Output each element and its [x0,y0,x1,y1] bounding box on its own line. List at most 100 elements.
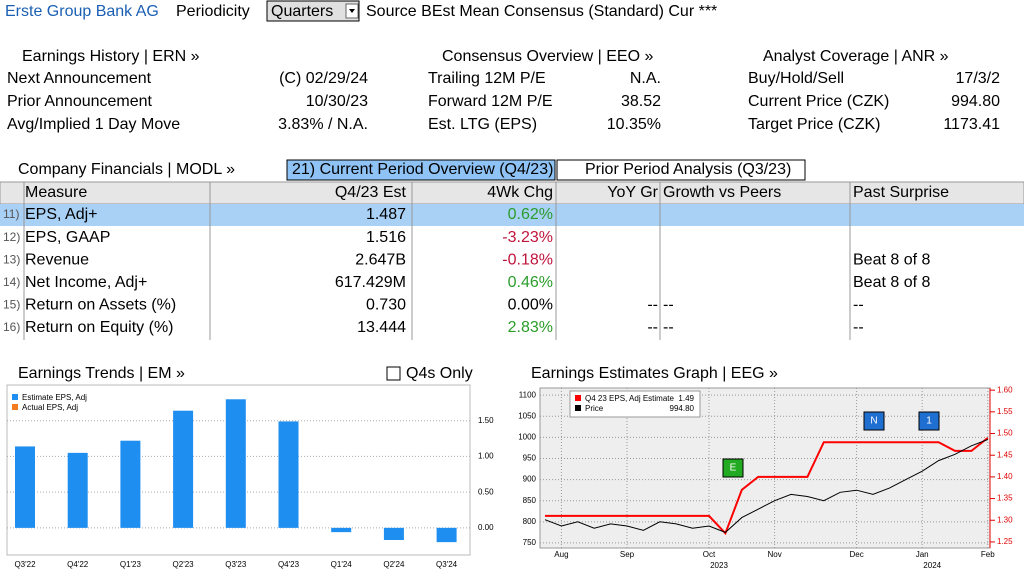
cell: -- [853,319,864,336]
row-index: 15) [3,298,20,312]
x-tick-label: Nov [767,550,781,559]
legend-swatch [575,405,581,411]
y2-tick-label: 1.45 [997,450,1013,459]
row-index: 13) [3,252,20,266]
periodicity[interactable]: Quarters [271,3,333,20]
legend-label: Q4 23 EPS, Adj Estimate [585,394,674,403]
checkbox[interactable] [386,366,401,381]
x-tick-label: Dec [849,550,863,559]
legend-swatch [12,404,18,410]
cell: -0.18% [502,251,553,268]
y2-tick-label: 1.40 [997,472,1013,481]
cell: 0.62% [508,206,553,223]
column-header: Growth vs Peers [663,184,781,201]
column-header: 4Wk Chg [487,184,553,201]
cell: 0.00% [508,297,553,314]
chart-title[interactable]: Earnings Trends | EM » [18,365,185,382]
legend-swatch [575,395,581,401]
field-value: (C) 02/29/24 [279,70,368,87]
cell: 0.730 [366,297,406,314]
bar [278,421,299,528]
y-tick-label: 0.50 [478,487,494,496]
legend-box [569,390,701,418]
tab-label[interactable]: Prior Period Analysis (Q3/23) [585,161,791,178]
tab-label[interactable]: 21) Current Period Overview (Q4/23) [292,161,553,178]
tab-active[interactable] [286,159,556,181]
periodicity-box[interactable] [266,0,360,22]
legend-swatch [12,394,18,400]
y-tick-label: 0.00 [478,523,494,532]
y-tick-label: 1.00 [478,452,494,461]
event-marker [918,411,940,431]
field-value: 38.52 [621,93,661,110]
row-index: 11) [3,207,19,221]
tab[interactable] [556,159,806,181]
event-marker [863,411,885,431]
field-value: 1173.41 [943,116,1000,133]
legend-value: 1.49 [678,394,694,403]
column-header: Measure [25,184,87,201]
y-tick-label: 1000 [518,433,536,442]
field-label: Next Announcement [7,70,152,87]
cell: -- [663,297,674,314]
cell: Beat 8 of 8 [853,274,930,291]
section-title[interactable]: Analyst Coverage | ANR » [763,48,949,65]
x-tick-label: Q4'22 [67,560,89,569]
x-tick-label: Oct [703,550,716,559]
y-tick-label: 750 [523,538,537,547]
cell: 0.46% [508,274,553,291]
y-tick-label: 1.50 [478,416,494,425]
section-title[interactable]: Earnings History | ERN » [22,48,200,65]
cell: -- [647,297,658,314]
field-label: Buy/Hold/Sell [748,70,844,87]
bar [225,399,246,528]
event-label: E [730,463,737,474]
x-tick-label: Q3'24 [436,560,458,569]
label: Periodicity [176,3,250,20]
bar [383,527,404,540]
legend-label: Price [585,404,604,413]
field-label: Avg/Implied 1 Day Move [7,116,180,133]
x-tick-label: Q1'24 [331,560,353,569]
y-tick-label: 800 [523,517,537,526]
y2-tick-label: 1.60 [997,385,1013,394]
field-label: Prior Announcement [7,93,153,110]
x-tick-label: Q1'23 [120,560,142,569]
event-label: N [870,416,877,427]
legend-label: Actual EPS, Adj [22,403,78,412]
checkbox-label[interactable]: Q4s Only [406,365,473,382]
cell: -3.23% [502,229,553,246]
field-label: Trailing 12M P/E [428,70,546,87]
x-tick-label: Jan [916,550,929,559]
cell: 2.83% [508,319,553,336]
chart-title[interactable]: Earnings Estimates Graph | EEG » [531,365,778,382]
column-header: YoY Gr [607,184,658,201]
cell: 617.429M [335,274,406,291]
field-value: N.A. [630,70,661,87]
source: Source BEst Mean Consensus (Standard) Cu… [366,3,717,20]
field-value: 3.83% / N.A. [278,116,368,133]
cell: -- [663,319,674,336]
cell: EPS, Adj+ [25,206,98,223]
cell: Revenue [25,251,89,268]
year-label: 2023 [710,561,728,570]
y-tick-label: 1050 [518,411,536,420]
line-series [544,439,988,533]
section-title[interactable]: Consensus Overview | EEO » [442,48,653,65]
field-value: 10/30/23 [306,93,368,110]
field-label: Est. LTG (EPS) [428,116,537,133]
row-index: 16) [3,320,20,334]
cell: -- [647,319,658,336]
column-header: Q4/23 Est [335,184,407,201]
column-header: Past Surprise [853,184,949,201]
bar [173,410,194,528]
x-tick-label: Q4'23 [278,560,300,569]
legend-label: Estimate EPS, Adj [22,393,87,402]
field-label: Forward 12M P/E [428,93,552,110]
y2-tick-label: 1.25 [997,537,1013,546]
y2-tick-label: 1.35 [997,494,1013,503]
row-index: 14) [3,275,20,289]
x-tick-label: Feb [981,550,995,559]
section-title[interactable]: Company Financials | MODL » [18,161,235,178]
